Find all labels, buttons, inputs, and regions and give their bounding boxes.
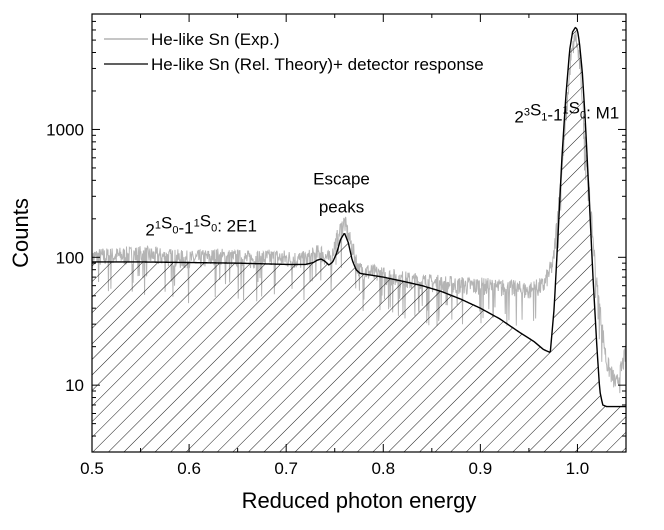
series-exp-line: [92, 31, 626, 394]
annotations: Escape peaks 21S0-11S0: 2E1 23S1-11S0: M1: [145, 99, 619, 240]
series-theory-line: [92, 26, 626, 408]
axis-ticks: 0.5 0.6 0.7 0.8 0.9 1.0 10 100 1000: [46, 13, 626, 478]
y-tick-label: 100: [56, 248, 84, 267]
y-tick-label: 1000: [46, 120, 84, 139]
transition-label: 21S0-11S0: 2E1: [145, 212, 257, 240]
y-axis-title: Counts: [8, 198, 33, 268]
series-theory-fill: [92, 27, 626, 452]
legend-label-theory: He-like Sn (Rel. Theory)+ detector respo…: [151, 55, 484, 74]
annotation-label: peaks: [319, 197, 364, 216]
x-tick-label: 0.9: [469, 459, 493, 478]
plot-area: [92, 26, 626, 452]
annotation-label: Escape: [313, 170, 370, 189]
x-axis-title: Reduced photon energy: [242, 488, 477, 513]
x-tick-label: 0.5: [80, 459, 104, 478]
plot-frame: [91, 13, 627, 453]
legend-label-exp: He-like Sn (Exp.): [151, 30, 279, 49]
legend: He-like Sn (Exp.) He-like Sn (Rel. Theor…: [104, 30, 484, 74]
transition-label: 23S1-11S0: M1: [514, 99, 619, 127]
x-tick-label: 0.8: [371, 459, 395, 478]
x-tick-label: 1.0: [566, 459, 590, 478]
y-tick-label: 10: [65, 376, 84, 395]
x-tick-label: 0.6: [177, 459, 201, 478]
x-tick-label: 0.7: [274, 459, 298, 478]
